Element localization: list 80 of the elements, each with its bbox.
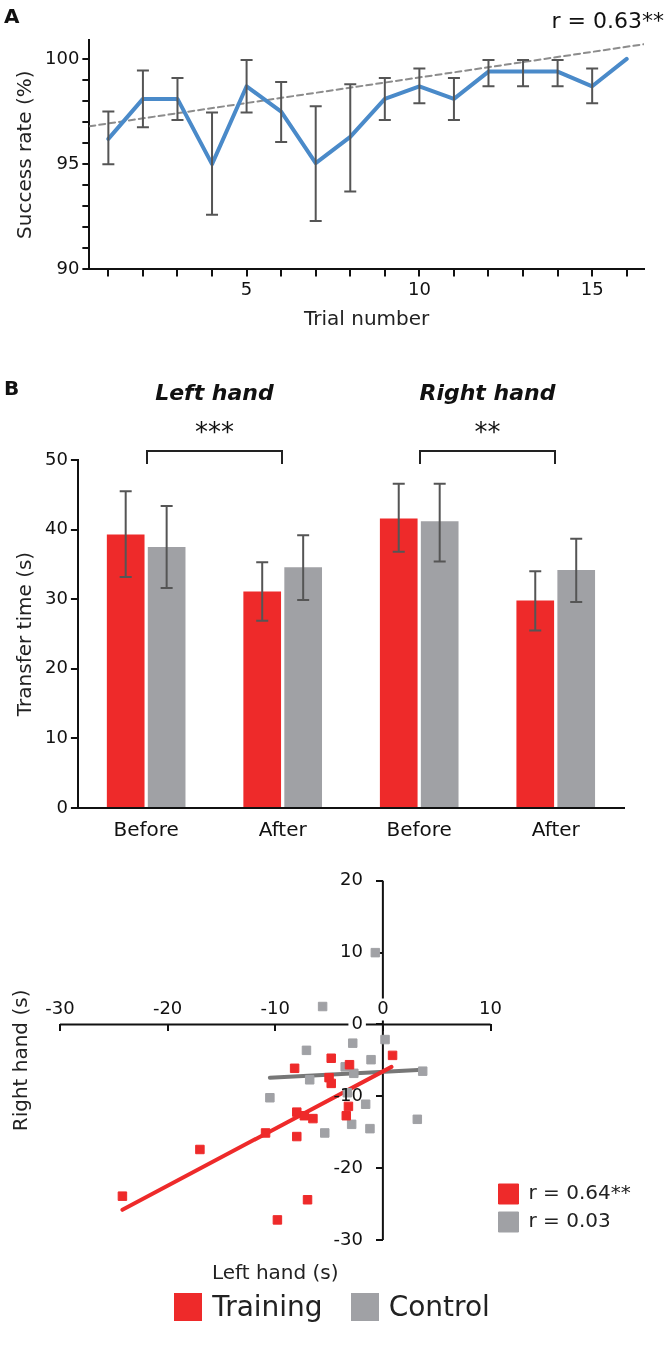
y-tick-label: 95 — [56, 151, 80, 173]
x-tick-label: 10 — [407, 277, 431, 299]
point — [304, 1075, 315, 1085]
text: *** — [194, 416, 234, 447]
point — [370, 947, 381, 958]
text: r = 0.63** — [551, 7, 664, 33]
x-tick-label: 0 — [377, 997, 389, 1019]
x-tick-label: 5 — [240, 277, 253, 299]
y-tick-label: 0 — [56, 795, 68, 817]
y-axis-title: Success rate (%) — [12, 70, 37, 239]
point — [320, 1128, 330, 1138]
point — [326, 1078, 336, 1089]
bar — [516, 600, 555, 807]
point — [302, 1195, 313, 1205]
bar — [379, 518, 418, 807]
bar — [147, 547, 186, 807]
point — [417, 1066, 428, 1076]
y-tick-label: 90 — [56, 257, 80, 279]
bar — [284, 567, 323, 807]
x-tick-label: After — [258, 817, 308, 842]
point — [265, 1093, 275, 1103]
x-tick-label: Before — [113, 817, 179, 842]
point — [289, 1063, 300, 1074]
bar — [557, 569, 596, 807]
point — [412, 1114, 423, 1125]
point — [117, 1191, 128, 1201]
legend-label: Training — [212, 1290, 323, 1323]
text: Right hand — [419, 379, 556, 405]
y-tick-label: 20 — [45, 656, 68, 678]
text: Left hand — [155, 379, 274, 405]
text: B — [4, 376, 20, 401]
point — [292, 1131, 302, 1142]
point — [346, 1119, 357, 1130]
y-tick-label: 20 — [339, 868, 363, 890]
y-tick-label: 30 — [45, 586, 68, 608]
y-tick-label: 10 — [339, 940, 363, 962]
point — [301, 1045, 312, 1056]
x-axis-title: Trial number — [303, 306, 431, 331]
y-tick-label: 50 — [45, 447, 68, 469]
y-axis-title: Right hand (s) — [8, 989, 33, 1132]
bar — [420, 521, 459, 807]
point — [344, 1059, 355, 1070]
y-tick-label: 40 — [45, 517, 68, 539]
point — [380, 1034, 390, 1045]
point — [348, 1038, 358, 1048]
bar — [106, 534, 145, 807]
text: A — [4, 4, 20, 29]
y-tick-label: -20 — [333, 1155, 363, 1177]
legend-label: r = 0.64** — [528, 1180, 631, 1205]
y-tick-label: 10 — [45, 726, 68, 748]
x-tick-label: Before — [386, 817, 452, 842]
point — [317, 1001, 328, 1012]
y-tick-label: -30 — [333, 1227, 363, 1249]
x-tick-label: -20 — [152, 997, 183, 1019]
point — [365, 1123, 375, 1134]
y-tick-label: 0 — [351, 1012, 363, 1034]
y-tick-label: -10 — [333, 1083, 363, 1105]
y-tick-label: 100 — [45, 46, 80, 68]
point — [343, 1101, 354, 1112]
x-tick-label: -10 — [260, 997, 290, 1019]
point — [360, 1099, 371, 1109]
x-tick-label: After — [531, 817, 581, 842]
x-tick-label: 15 — [580, 277, 604, 299]
point — [308, 1113, 318, 1124]
x-axis-title: Left hand (s) — [211, 1260, 339, 1285]
point — [326, 1053, 336, 1063]
point — [387, 1050, 398, 1061]
y-axis-title: Transfer time (s) — [12, 551, 37, 718]
point — [349, 1068, 359, 1079]
point — [366, 1054, 376, 1065]
point — [195, 1144, 205, 1155]
point — [341, 1110, 352, 1121]
x-tick-label: 10 — [479, 997, 502, 1019]
point — [272, 1215, 283, 1225]
point — [299, 1110, 310, 1121]
legend-label: r = 0.03 — [528, 1208, 611, 1233]
text: ** — [474, 416, 501, 447]
point — [260, 1128, 271, 1138]
legend-label: Control — [388, 1290, 490, 1323]
bar — [243, 591, 282, 807]
